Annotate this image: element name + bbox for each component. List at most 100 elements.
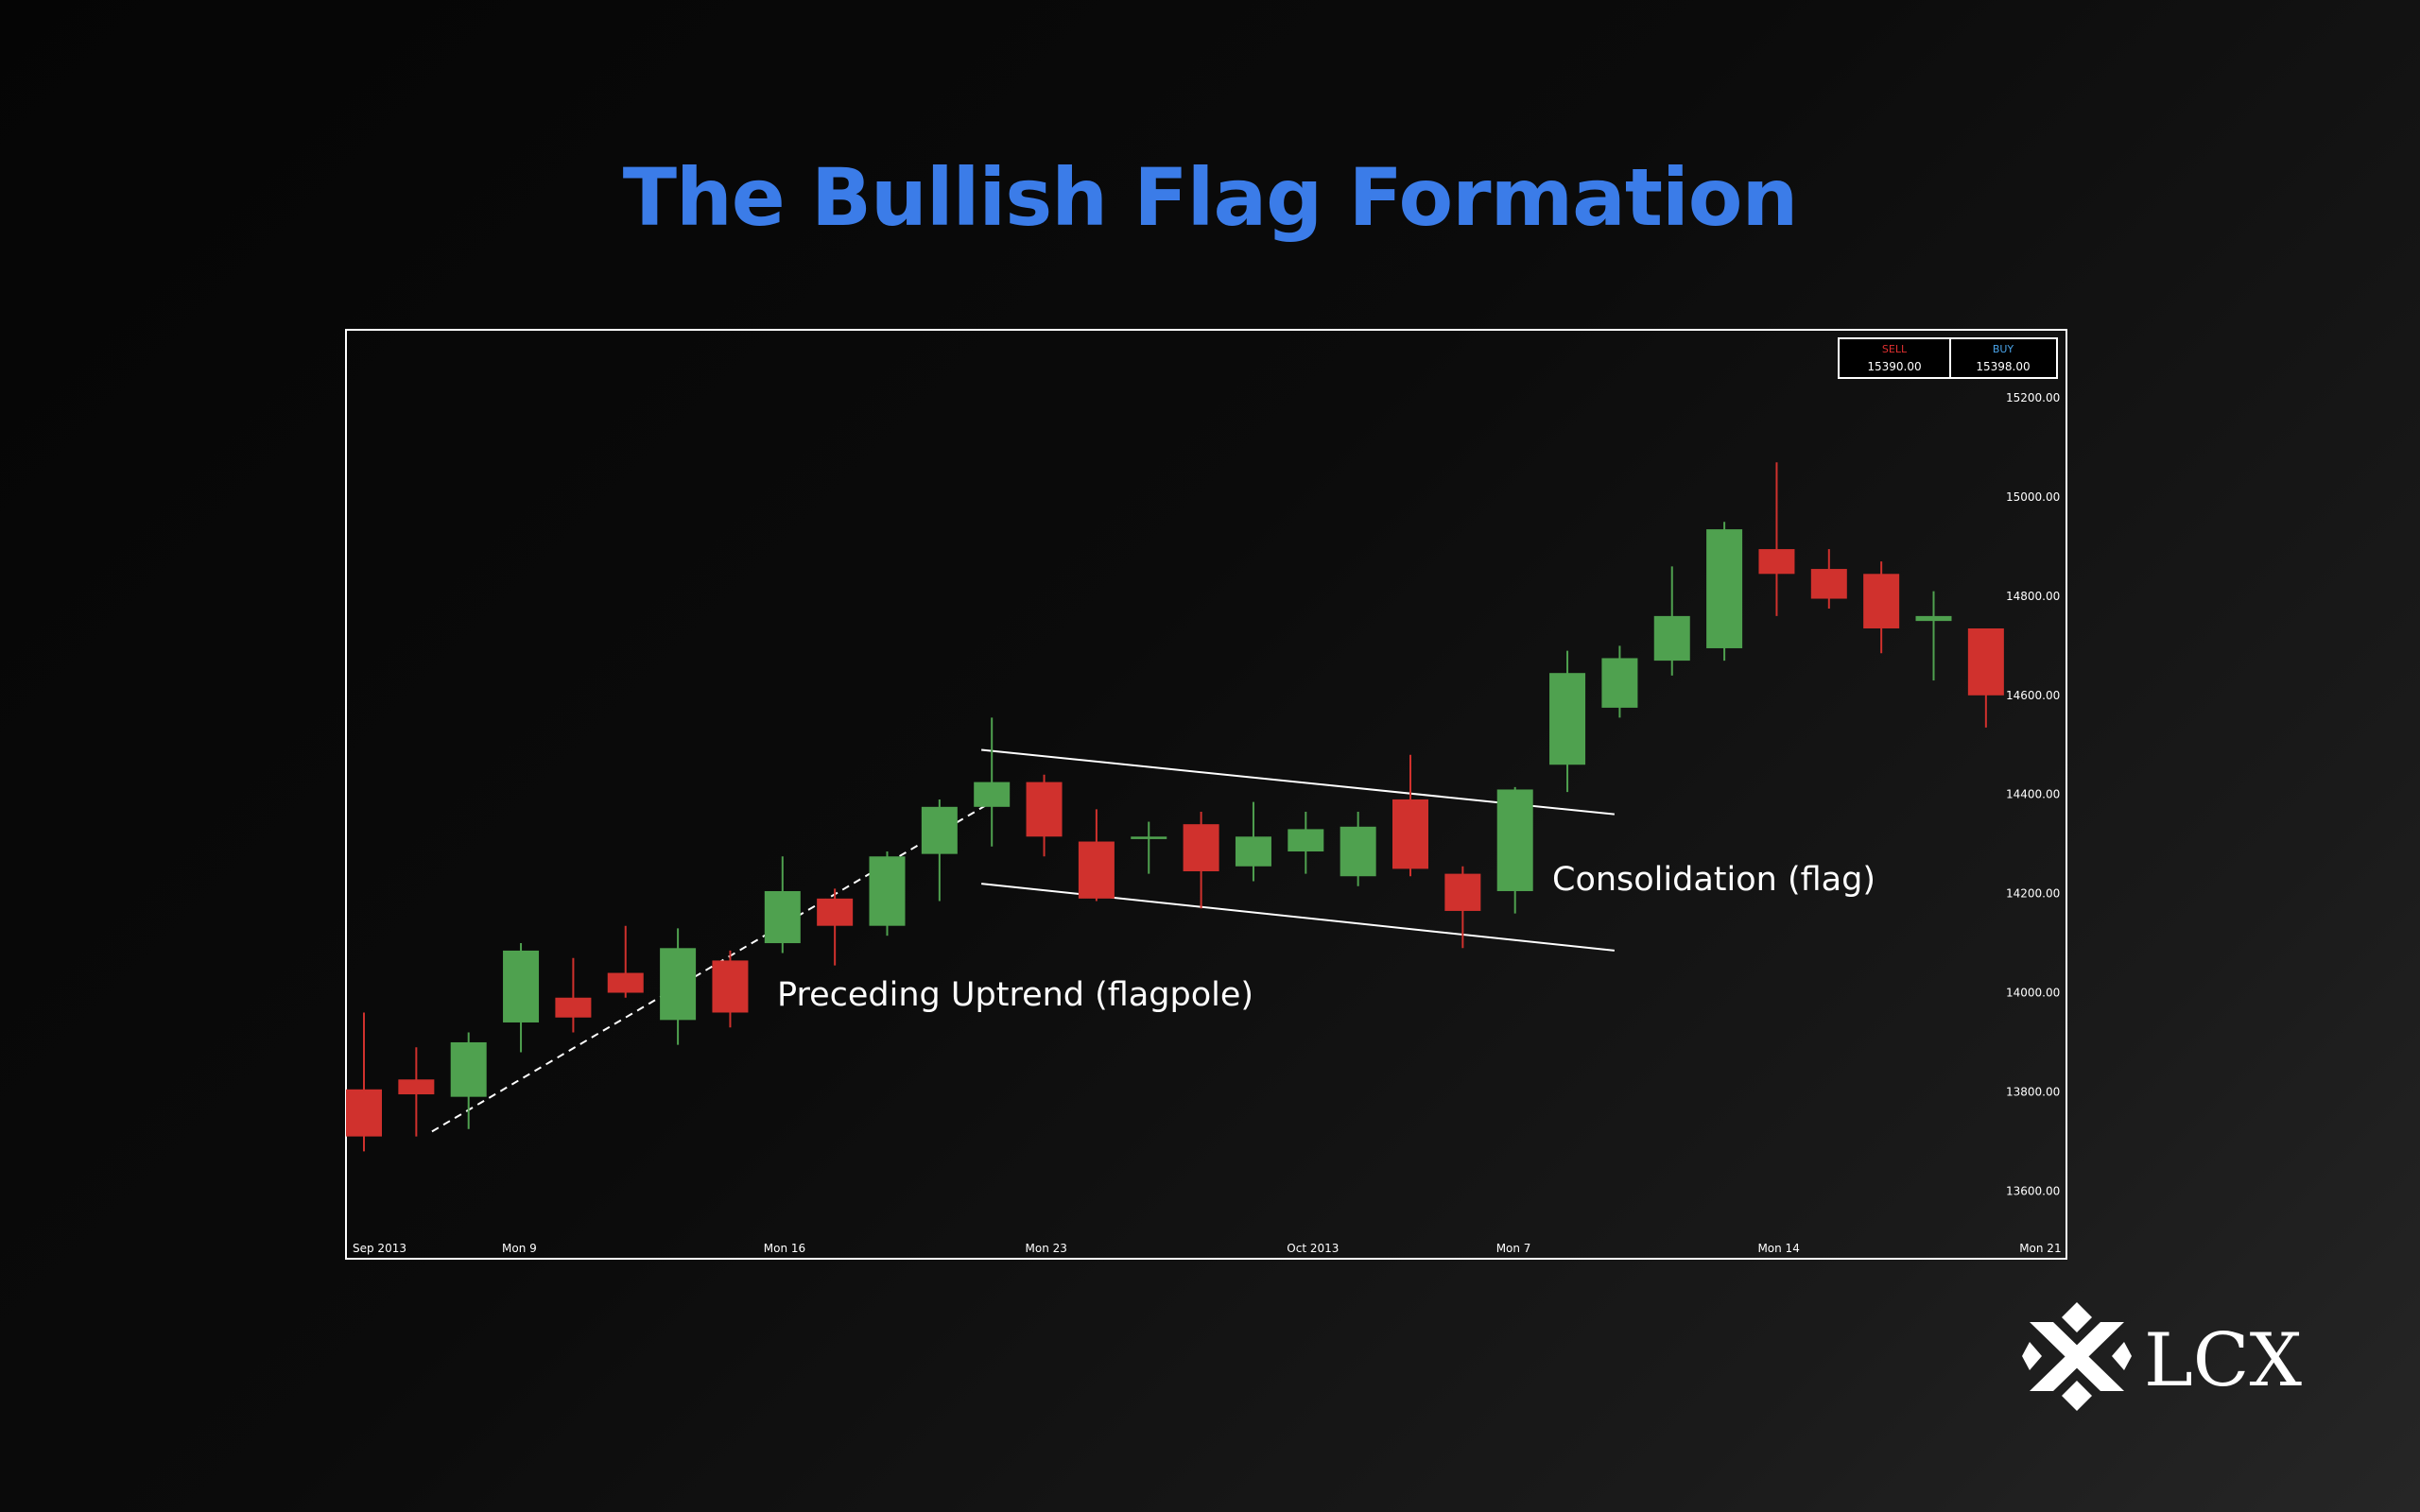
candle-body [1026, 782, 1063, 837]
candle-body [1915, 615, 1952, 622]
candle-bullish [869, 851, 906, 936]
candle-body [1078, 841, 1115, 899]
candle-body [398, 1079, 435, 1095]
y-tick-label: 14800.00 [2006, 590, 2060, 603]
candle-body [450, 1041, 487, 1097]
candle-bullish [503, 943, 540, 1053]
candle-body [712, 960, 749, 1013]
sell-label: SELL [1882, 343, 1908, 355]
candle-bearish [1026, 774, 1063, 857]
candle-body [555, 997, 592, 1018]
candle-bullish [1549, 650, 1586, 793]
candle-body [1131, 836, 1167, 839]
candle-bullish [1915, 591, 1952, 681]
y-tick-label: 13600.00 [2006, 1184, 2060, 1197]
candle-bullish [450, 1032, 487, 1129]
candle-body [1235, 836, 1271, 867]
x-tick-label: Oct 2013 [1287, 1242, 1339, 1255]
candle-bearish [398, 1047, 435, 1137]
candle-bearish [607, 925, 644, 998]
candles [346, 462, 2004, 1152]
candle-bearish [555, 957, 592, 1033]
chart-frame [345, 329, 2067, 1260]
candle-body [346, 1089, 382, 1137]
candle-bearish [1392, 754, 1428, 877]
candle-body [1340, 826, 1376, 877]
candle-body [764, 890, 801, 944]
y-tick-label: 14200.00 [2006, 887, 2060, 901]
x-tick-label: Mon 14 [1757, 1242, 1799, 1255]
y-axis: 15200.00 15000.00 14800.00 14600.00 14400.00… [2006, 391, 2060, 1197]
candle-bullish [1496, 786, 1533, 914]
candle-bearish [346, 1012, 382, 1152]
candle-bullish [1131, 821, 1167, 874]
flagpole-annotation: Preceding Uptrend (flagpole) [777, 976, 1253, 1014]
candle-body [921, 806, 958, 854]
buy-label: BUY [1993, 343, 2014, 355]
candle-bullish [660, 928, 697, 1045]
candle-bullish [1340, 812, 1376, 886]
x-tick-label: Mon 21 [2019, 1242, 2061, 1255]
candle-body [1288, 829, 1324, 852]
candle-body [1967, 627, 2004, 696]
candle-bullish [1653, 566, 1690, 676]
y-tick-label: 14000.00 [2006, 987, 2060, 1000]
buy-quote[interactable]: BUY 15398.00 [1976, 343, 2030, 373]
candle-body [1496, 789, 1533, 891]
x-axis: Sep 2013 Mon 9 Mon 16 Mon 23 Oct 2013 Mon 7 Mo… [353, 1242, 2062, 1255]
candle-body [503, 950, 540, 1022]
x-tick-label: Mon 9 [502, 1242, 537, 1255]
candle-body [1392, 799, 1428, 869]
candle-body [974, 782, 1011, 807]
trendline-flag-lower [981, 883, 1615, 952]
lcx-x-logo-icon [2022, 1302, 2132, 1411]
candle-body [1601, 658, 1638, 708]
candle-body [1183, 824, 1219, 871]
candle-bullish [764, 856, 801, 954]
candle-body [869, 856, 906, 926]
candle-bullish [1601, 645, 1638, 718]
candle-bearish [1810, 549, 1847, 610]
candle-bearish [1863, 561, 1900, 654]
candle-bullish [1235, 801, 1271, 882]
candle-bearish [1758, 462, 1795, 616]
candle-bearish [1078, 809, 1115, 902]
candle-body [660, 948, 697, 1021]
y-tick-label: 14400.00 [2006, 788, 2060, 801]
y-tick-label: 15200.00 [2006, 391, 2060, 404]
candle-body [1653, 615, 1690, 662]
candle-bullish [974, 717, 1011, 847]
buy-price: 15398.00 [1976, 360, 2030, 373]
candle-bullish [1706, 522, 1743, 662]
y-tick-label: 14600.00 [2006, 689, 2060, 702]
candle-body [1863, 574, 1900, 628]
brand-name: LCX [2144, 1318, 2302, 1403]
flag-annotation: Consolidation (flag) [1552, 861, 1876, 899]
candle-bearish [1183, 812, 1219, 909]
quote-box: SELL 15390.00 BUY 15398.00 [1838, 337, 2058, 379]
x-tick-label: Sep 2013 [353, 1242, 406, 1255]
candle-bullish [1288, 812, 1324, 874]
sell-quote[interactable]: SELL 15390.00 [1867, 343, 1921, 373]
page-title: The Bullish Flag Formation [622, 151, 1799, 244]
lcx-logo: LCX [2022, 1302, 2302, 1411]
candle-body [1706, 529, 1743, 648]
x-tick-label: Mon 7 [1496, 1242, 1531, 1255]
trendlines [431, 748, 1615, 1133]
candle-body [817, 898, 854, 926]
candle-bullish [921, 799, 958, 902]
candle-bearish [1444, 866, 1481, 949]
y-tick-label: 13800.00 [2006, 1085, 2060, 1098]
sell-price: 15390.00 [1867, 360, 1921, 373]
candle-body [1810, 569, 1847, 599]
candle-body [1549, 673, 1586, 765]
candle-bearish [817, 888, 854, 966]
candle-bearish [712, 950, 749, 1028]
x-tick-label: Mon 16 [764, 1242, 805, 1255]
y-tick-label: 15000.00 [2006, 490, 2060, 504]
candle-body [1758, 549, 1795, 575]
candle-body [1444, 873, 1481, 911]
candle-bearish [1967, 627, 2004, 728]
candle-body [607, 972, 644, 993]
